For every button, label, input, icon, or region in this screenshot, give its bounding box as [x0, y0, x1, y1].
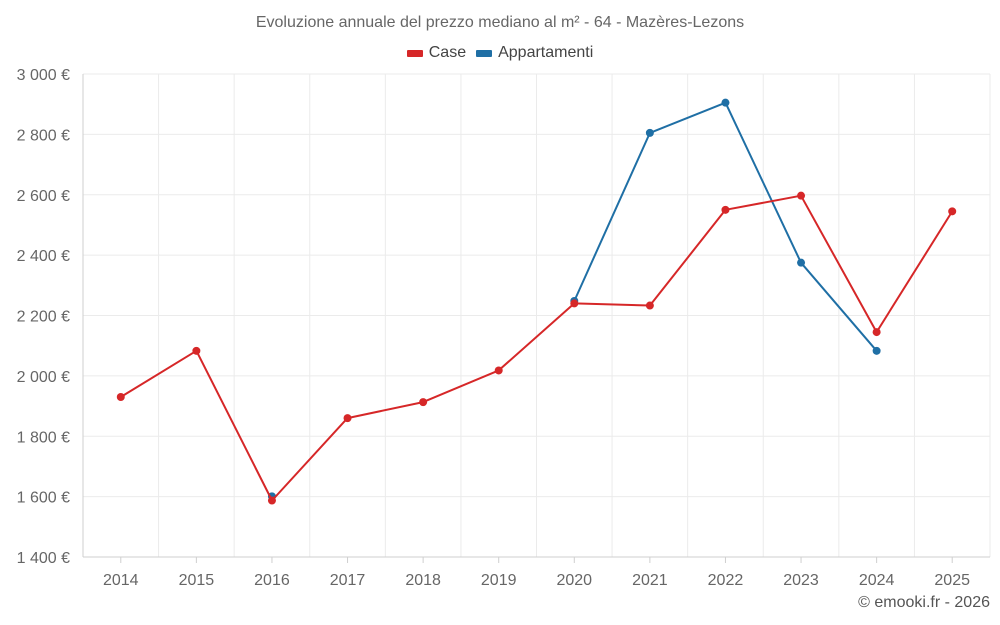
data-point-appartamenti	[721, 98, 730, 107]
data-point-case	[192, 346, 201, 355]
legend-label-appartamenti: Appartamenti	[498, 44, 594, 61]
x-tick-label: 2024	[859, 572, 895, 589]
data-point-case	[948, 207, 957, 216]
x-tick-label: 2022	[708, 572, 744, 589]
y-tick-label: 2 400 €	[17, 248, 70, 265]
legend-item-appartamenti[interactable]: Appartamenti	[476, 44, 593, 62]
y-tick-label: 3 000 €	[17, 67, 70, 84]
data-point-case	[721, 205, 730, 214]
data-point-appartamenti	[872, 346, 881, 355]
data-point-case	[645, 301, 654, 310]
data-point-case	[872, 328, 881, 337]
legend-swatch-case	[406, 49, 423, 57]
chart-grid	[82, 73, 991, 558]
data-point-case	[116, 393, 125, 402]
chart-series	[116, 98, 957, 505]
data-point-case	[267, 496, 276, 505]
data-point-case	[419, 398, 428, 407]
x-tick-label: 2023	[783, 572, 819, 589]
y-tick-label: 2 000 €	[17, 369, 70, 386]
x-tick-label: 2015	[179, 572, 215, 589]
y-tick-label: 2 200 €	[17, 309, 70, 326]
series-line-appartamenti	[573, 101, 878, 352]
data-point-case	[494, 366, 503, 375]
x-tick-label: 2017	[330, 572, 366, 589]
legend-swatch-appartamenti	[476, 49, 493, 57]
x-tick-label: 2020	[556, 572, 592, 589]
series-line-case	[120, 194, 954, 502]
x-tick-label: 2014	[103, 572, 139, 589]
legend-item-case[interactable]: Case	[406, 44, 467, 62]
data-point-appartamenti	[797, 258, 806, 267]
legend-label-case: Case	[428, 44, 467, 61]
y-tick-label: 1 800 €	[17, 429, 70, 446]
data-point-case	[343, 414, 352, 423]
data-point-case	[570, 299, 579, 308]
chart-title: Evoluzione annuale del prezzo mediano al…	[255, 14, 745, 31]
x-tick-label: 2025	[934, 572, 970, 589]
x-tick-label: 2018	[405, 572, 441, 589]
x-tick-label: 2016	[254, 572, 290, 589]
data-point-case	[797, 191, 806, 200]
y-tick-label: 1 600 €	[17, 490, 70, 507]
chart-legend: Case Appartamenti	[0, 44, 1000, 62]
x-tick-label: 2019	[481, 572, 517, 589]
x-tick-label: 2021	[632, 572, 668, 589]
y-tick-label: 1 400 €	[17, 550, 70, 567]
credit-text: © emooki.fr - 2026	[858, 594, 990, 611]
data-point-appartamenti	[645, 128, 654, 137]
y-tick-label: 2 600 €	[17, 188, 70, 205]
y-tick-label: 2 800 €	[17, 127, 70, 144]
chart-axes: 1 400 € 1 600 € 1 800 € 2 000 € 2 200 € 2 400…	[17, 67, 990, 589]
